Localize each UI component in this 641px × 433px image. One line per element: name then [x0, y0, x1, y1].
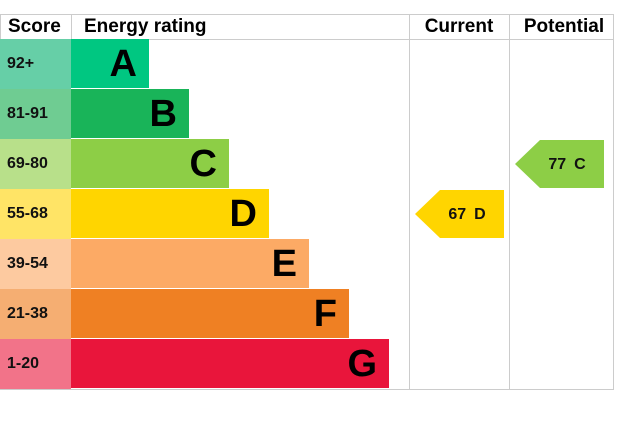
current-label: 67 D [448, 206, 485, 223]
score-cell [0, 139, 71, 189]
rating-bar [71, 89, 189, 138]
score-cell [0, 239, 71, 289]
potential-arrow [515, 140, 604, 188]
header-potential: Potential [524, 16, 604, 37]
header-score: Score [8, 16, 61, 37]
score-label: 92+ [7, 55, 34, 72]
current-value: 67 [448, 206, 466, 223]
rating-bar [71, 189, 269, 238]
rating-letter: E [272, 243, 297, 285]
potential-value: 77 [548, 156, 566, 173]
rating-letter: B [150, 93, 177, 135]
potential-rating: C [574, 156, 586, 173]
current-arrow [415, 190, 504, 238]
rating-letter: D [230, 193, 257, 235]
score-label: 81-91 [7, 105, 48, 122]
header-energy-rating: Energy rating [84, 16, 206, 37]
score-cell [0, 39, 71, 89]
score-cell [0, 339, 71, 389]
rating-letter: C [190, 143, 217, 185]
current-rating: D [474, 206, 486, 223]
rating-letter: F [314, 293, 337, 335]
rating-bar [71, 339, 389, 388]
score-label: 39-54 [7, 255, 48, 272]
score-cell [0, 189, 71, 239]
rating-bar [71, 239, 309, 288]
score-label: 21-38 [7, 305, 48, 322]
rating-bar [71, 39, 149, 88]
score-label: 1-20 [7, 355, 39, 372]
rating-letter: G [347, 343, 377, 385]
header-current: Current [425, 16, 494, 37]
score-label: 55-68 [7, 205, 48, 222]
rating-letter: A [110, 43, 137, 85]
score-label: 69-80 [7, 155, 48, 172]
rating-bar [71, 289, 349, 338]
score-cell [0, 289, 71, 339]
rating-bar [71, 139, 229, 188]
potential-label: 77 C [548, 156, 586, 173]
score-cell [0, 89, 71, 139]
